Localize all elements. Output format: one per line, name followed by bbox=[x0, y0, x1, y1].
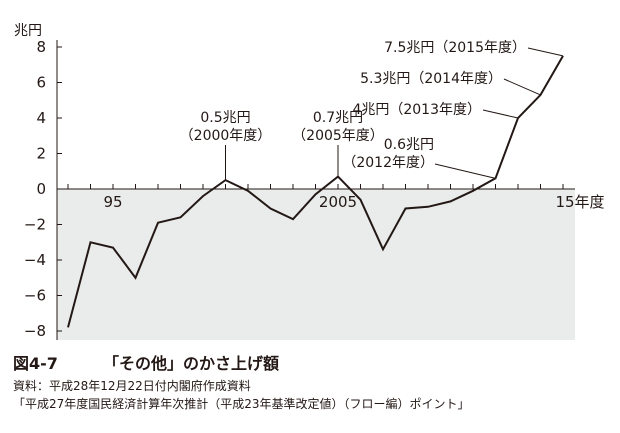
y-tick-label: −2 bbox=[24, 216, 46, 234]
y-tick-label: −4 bbox=[24, 251, 46, 269]
annotation-label: 0.5兆円 bbox=[200, 110, 250, 126]
annotation-label: 0.6兆円 bbox=[384, 137, 434, 153]
y-tick-label: −6 bbox=[24, 287, 46, 305]
y-tick-label: 6 bbox=[36, 74, 46, 92]
annotation-label: （2012年度） bbox=[342, 155, 434, 171]
line-chart: 兆円8 6 4 2 0 −2 −4 −6 −8 95 2005 15年度 0.5兆円 （2000年度） 0.… bbox=[14, 23, 605, 340]
figure-number: 図4-7 bbox=[13, 354, 58, 373]
source-detail-note: 「平成27年度国民経済計算年次推計（平成23年基準改定値）（フロー編）ポイント」 bbox=[13, 397, 470, 411]
x-end-label: 15年度 bbox=[555, 193, 604, 211]
x-tick-label: 2005 bbox=[319, 193, 357, 211]
annotation-label: （2000年度） bbox=[180, 128, 272, 144]
annotation-leader bbox=[482, 109, 519, 119]
annotation-label: 5.3兆円（2014年度） bbox=[360, 71, 502, 87]
annotation-label: 0.7兆円 bbox=[313, 110, 363, 126]
y-unit-label: 兆円 bbox=[14, 23, 42, 39]
series-line bbox=[67, 55, 564, 328]
y-tick-label: 2 bbox=[36, 145, 46, 163]
annotation-label: 7.5兆円（2015年度） bbox=[384, 40, 526, 56]
negative-area-shading bbox=[57, 189, 575, 340]
annotation-label: 4兆円（2013年度） bbox=[352, 102, 481, 118]
y-tick-label: 8 bbox=[36, 38, 46, 56]
source-note: 資料：平成28年12月22日付内閣府作成資料 bbox=[13, 379, 251, 393]
x-tick-label: 95 bbox=[103, 193, 122, 211]
y-tick-label: −8 bbox=[24, 322, 46, 340]
y-tick-label: 4 bbox=[36, 109, 46, 127]
annotation-leader bbox=[527, 47, 564, 57]
annotation-label: （2005年度） bbox=[292, 128, 384, 144]
figure-title: 「その他」のかさ上げ額 bbox=[103, 354, 280, 373]
annotation-leader bbox=[434, 163, 496, 179]
annotation-leader bbox=[503, 78, 541, 96]
y-tick-label: 0 bbox=[36, 180, 46, 198]
